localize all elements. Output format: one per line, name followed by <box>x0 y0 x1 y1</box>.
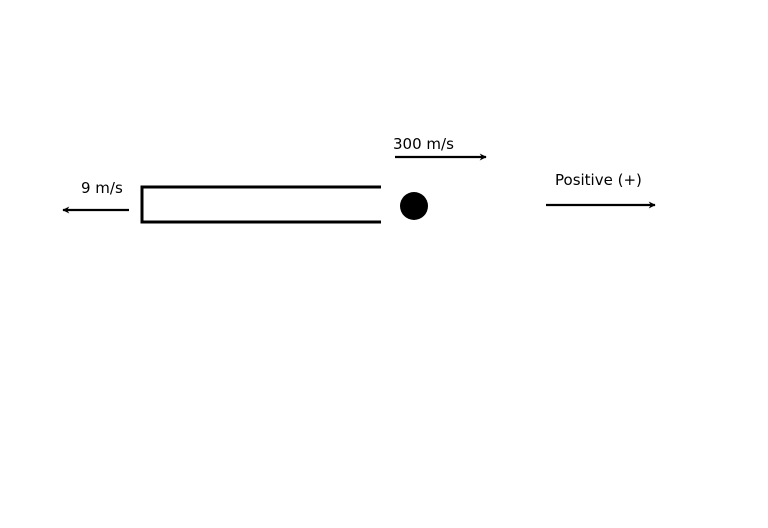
bullet-velocity-label: 300 m/s <box>393 135 454 153</box>
positive-direction-label: Positive (+) <box>555 171 642 189</box>
gun-velocity-label: 9 m/s <box>81 179 123 197</box>
bullet <box>400 192 428 220</box>
gun-barrel <box>140 185 381 224</box>
